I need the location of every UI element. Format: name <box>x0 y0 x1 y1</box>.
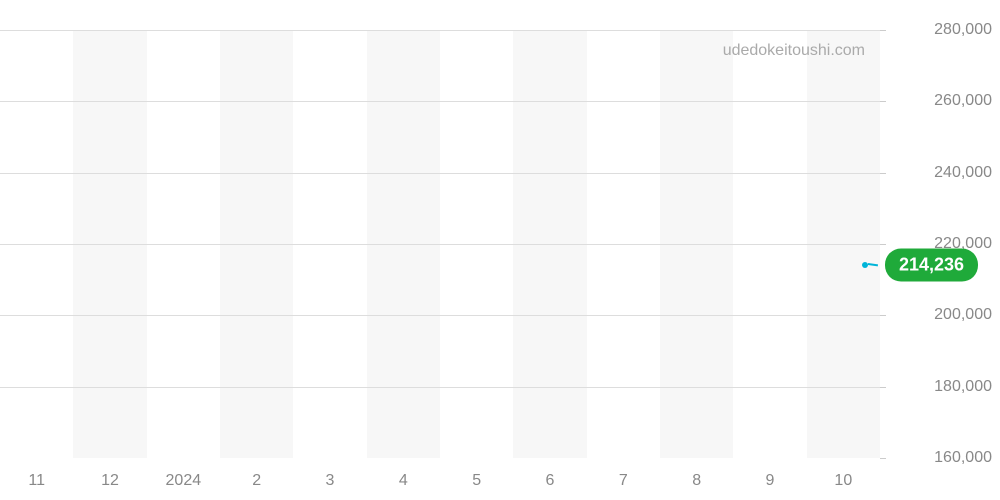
y-tick-mark <box>880 458 886 459</box>
x-tick-label: 5 <box>472 472 481 490</box>
x-tick-label: 2024 <box>166 472 202 490</box>
x-tick-label: 8 <box>692 472 701 490</box>
x-tick-label: 11 <box>28 472 45 490</box>
current-value-badge: 214,236 <box>885 248 978 281</box>
y-tick-mark <box>880 244 886 245</box>
y-tick-label: 280,000 <box>934 21 992 39</box>
x-tick-label: 2 <box>252 472 261 490</box>
x-tick-label: 12 <box>101 472 119 490</box>
y-tick-mark <box>880 101 886 102</box>
gridline-h <box>0 30 880 31</box>
gridline-h <box>0 101 880 102</box>
y-tick-label: 260,000 <box>934 92 992 110</box>
y-tick-label: 240,000 <box>934 164 992 182</box>
y-tick-mark <box>880 173 886 174</box>
x-tick-label: 6 <box>546 472 555 490</box>
x-tick-label: 10 <box>834 472 852 490</box>
gridline-h <box>0 315 880 316</box>
gridline-h <box>0 173 880 174</box>
current-value-label: 214,236 <box>899 254 964 274</box>
watermark-text: udedokeitoushi.com <box>723 42 865 60</box>
y-tick-label: 200,000 <box>934 306 992 324</box>
y-tick-mark <box>880 387 886 388</box>
x-tick-label: 3 <box>326 472 335 490</box>
plot-area <box>0 30 880 458</box>
x-tick-label: 4 <box>399 472 408 490</box>
x-tick-label: 9 <box>766 472 775 490</box>
series-point <box>862 262 868 268</box>
price-chart: 160,000180,000200,000220,000240,000260,0… <box>0 0 1000 500</box>
gridline-h <box>0 387 880 388</box>
y-tick-label: 160,000 <box>934 449 992 467</box>
y-tick-mark <box>880 30 886 31</box>
x-tick-label: 7 <box>619 472 628 490</box>
gridline-h <box>0 244 880 245</box>
y-tick-label: 180,000 <box>934 378 992 396</box>
y-tick-mark <box>880 315 886 316</box>
